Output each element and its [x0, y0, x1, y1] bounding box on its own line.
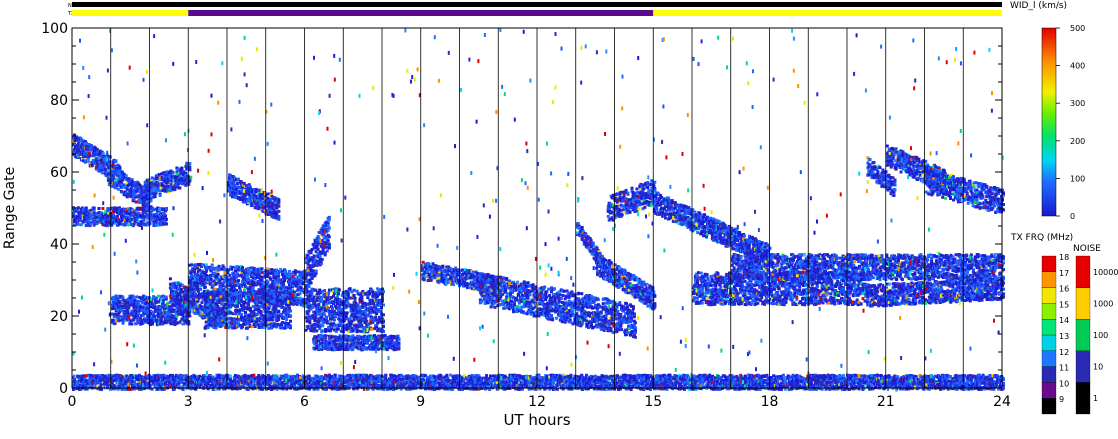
echo-cell-0 [178, 385, 181, 388]
echo-cell-0 [474, 381, 477, 384]
txfreq-segment-1 [188, 10, 653, 16]
echo-cell-0 [552, 380, 555, 383]
echo-cell-0 [988, 374, 991, 377]
echo-cell-0 [758, 374, 761, 377]
status-bars: Noise TX Freq [67, 2, 1002, 17]
echo-cell-0 [107, 384, 110, 387]
echo-cell-0 [708, 374, 711, 377]
echo-cell-0 [541, 381, 544, 384]
txfreq-bar [72, 10, 1002, 16]
echo-cell-0 [858, 374, 861, 377]
echo-cell-0 [772, 374, 775, 377]
echo-cell-0 [616, 374, 619, 377]
echo-cell-0 [544, 382, 547, 385]
echo-cell-0 [233, 379, 236, 382]
echo-cell-0 [306, 382, 309, 385]
echo-cell-0 [299, 376, 302, 379]
echo-cell-0 [676, 377, 679, 380]
txfreq-segment-0 [72, 10, 188, 16]
echo-cell-0 [538, 375, 541, 378]
echo-cell-0 [453, 375, 456, 378]
echo-cell-0 [229, 375, 232, 378]
echo-cell-1 [96, 148, 99, 151]
echo-cell-0 [634, 375, 637, 378]
echo-cell-0 [308, 375, 311, 378]
echo-cell-0 [896, 375, 899, 378]
echo-cell-0 [276, 375, 279, 378]
echo-cell-0 [227, 383, 230, 386]
echo-cell-0 [293, 385, 296, 388]
echo-cell-0 [559, 376, 562, 379]
txfreq-segment-2 [653, 10, 1002, 16]
echo-cell-0 [429, 375, 432, 378]
echo-cell-0 [880, 374, 883, 377]
echo-cell-0 [782, 374, 785, 377]
echo-cell-0 [252, 374, 255, 377]
echo-cell-0 [485, 374, 488, 377]
echo-cell-1 [102, 152, 105, 155]
echo-cell-0 [843, 377, 846, 380]
echo-cell-0 [621, 381, 624, 384]
echo-cell-1 [101, 171, 104, 174]
echo-cell-0 [355, 376, 358, 379]
noise-bar [72, 2, 1002, 7]
echo-cell-0 [962, 379, 965, 382]
echo-cell-0 [269, 381, 272, 384]
echo-cell-0 [334, 374, 337, 377]
echo-cell-0 [611, 375, 614, 378]
echo-cell-1 [91, 164, 94, 167]
echo-cell-0 [932, 378, 935, 381]
echo-cell-0 [384, 374, 387, 377]
echo-cell-0 [320, 375, 323, 378]
echo-cell-1 [78, 149, 81, 152]
echo-cell-0 [594, 375, 597, 378]
echo-cell-0 [445, 374, 448, 377]
echo-cell-0 [842, 374, 845, 377]
echo-cell-0 [133, 380, 136, 383]
echo-cell-0 [990, 377, 993, 380]
echo-cell-0 [85, 374, 88, 377]
